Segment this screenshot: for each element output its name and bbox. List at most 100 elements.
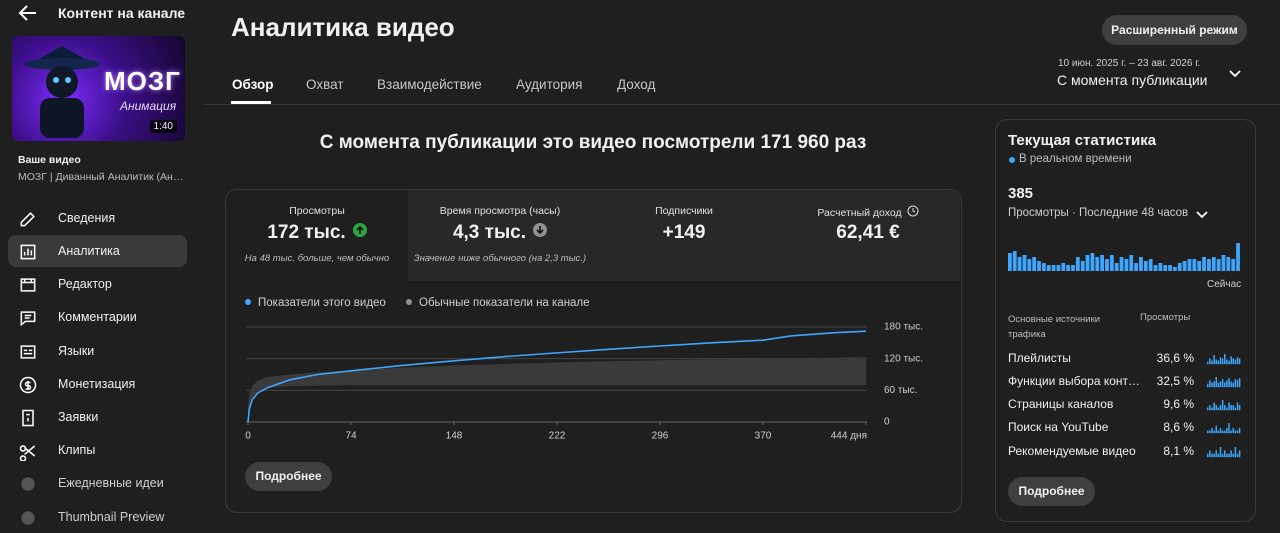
- info-icon[interactable]: [902, 205, 919, 219]
- realtime-count: 385: [1008, 185, 1034, 202]
- thumbnail-title: МОЗГ: [104, 66, 181, 96]
- source-name: Поиск на YouTube: [1008, 420, 1109, 434]
- tab[interactable]: Доход: [617, 77, 656, 92]
- tab[interactable]: Взаимодействие: [377, 77, 482, 92]
- menu-item[interactable]: Thumbnail Preview: [8, 501, 187, 533]
- date-range: 10 июн. 2025 г. – 23 авг. 2026 г.: [1058, 58, 1201, 69]
- menu-icon: [21, 511, 35, 525]
- duration: 1:40: [149, 120, 177, 133]
- menu-label: Заявки: [58, 410, 99, 424]
- icon-shape: [20, 345, 36, 359]
- tab[interactable]: Охват: [306, 77, 344, 92]
- icon-shape: [19, 376, 37, 394]
- metric-value: 4,3 тыс.: [408, 222, 592, 244]
- source-share: 32,5 %: [1156, 374, 1194, 388]
- metric-label: Просмотры: [289, 205, 345, 217]
- metric-tile[interactable]: Подписчики +149: [592, 190, 776, 281]
- metric-tile[interactable]: Просмотры 172 тыс. На 48 тыс. больше, чем …: [226, 190, 408, 281]
- sources-header: Основные источники трафика: [1008, 314, 1101, 340]
- source-name: Функции выбора конт…: [1008, 374, 1141, 388]
- metric-label: Расчетный доход: [776, 205, 960, 219]
- period-chevron[interactable]: [1228, 68, 1242, 80]
- menu-icon: [20, 244, 36, 260]
- avatar: [21, 511, 35, 525]
- divider: [205, 104, 1280, 105]
- metric-tile[interactable]: Время просмотра (часы) 4,3 тыс. Значение н…: [408, 190, 592, 281]
- tab[interactable]: Обзор: [232, 77, 274, 92]
- tab-underline: [231, 101, 271, 104]
- avatar: [21, 477, 35, 491]
- menu-label: Комментарии: [58, 310, 137, 324]
- back-arrow[interactable]: [18, 4, 38, 22]
- menu-icon: [20, 311, 36, 327]
- menu-icon: [19, 376, 37, 394]
- icon-shape: [20, 311, 36, 327]
- thumbnail-subtitle: Анимация: [120, 99, 177, 113]
- page-title: Аналитика видео: [231, 12, 455, 42]
- menu-item[interactable]: Комментарии: [8, 301, 187, 333]
- metric-value: 62,41 €: [836, 222, 900, 243]
- realtime-detail-button[interactable]: Подробнее: [1008, 477, 1095, 506]
- menu-icon: [21, 477, 35, 491]
- menu-label: Языки: [58, 344, 95, 358]
- metric-chevron[interactable]: [1195, 209, 1209, 221]
- headline: С момента публикации это видео посмотрел…: [319, 132, 867, 153]
- advanced-mode-button[interactable]: Расширенный режим: [1102, 15, 1247, 45]
- icon-shape: [22, 409, 34, 427]
- menu-item[interactable]: Сведения: [8, 202, 187, 234]
- menu-label: Аналитика: [58, 244, 120, 258]
- menu-item[interactable]: Монетизация: [8, 368, 187, 400]
- now-label: Сейчас: [1207, 279, 1242, 290]
- realtime-card: [995, 119, 1256, 522]
- realtime-title: Текущая статистика: [1008, 132, 1157, 149]
- source-share: 8,1 %: [1163, 444, 1194, 458]
- menu-label: Сведения: [58, 211, 116, 225]
- thumbnail-art: [24, 46, 100, 138]
- menu-item[interactable]: Заявки: [8, 401, 187, 433]
- menu-icon: [20, 212, 35, 227]
- menu-label: Ежедневные идеи: [58, 476, 164, 490]
- menu-label: Монетизация: [58, 377, 136, 391]
- menu-icon: [20, 278, 36, 292]
- trend-icon: [346, 222, 367, 243]
- menu-label: Клипы: [58, 443, 96, 457]
- overview-card: [225, 189, 962, 513]
- metric-value: 172 тыс.: [226, 222, 408, 244]
- menu-icon: [22, 409, 34, 427]
- period[interactable]: С момента публикации: [1057, 72, 1208, 88]
- detail-button[interactable]: Подробнее: [245, 462, 332, 491]
- menu-item[interactable]: Клипы: [8, 434, 187, 466]
- video-title: МОЗГ | Диванный Аналитик (Ан…: [18, 171, 184, 183]
- menu-icon: [20, 345, 36, 359]
- trend-icon: [526, 222, 548, 243]
- menu-icon: [19, 445, 36, 461]
- menu-item[interactable]: Языки: [8, 335, 187, 367]
- icon-shape: [20, 212, 35, 227]
- live-label: В реальном времени: [1019, 153, 1132, 165]
- tab[interactable]: Аудитория: [516, 77, 583, 92]
- icon-shape: [19, 445, 36, 461]
- back-title: Контент на канале: [58, 5, 186, 21]
- realtime-metric[interactable]: Просмотры · Последние 48 часов: [1008, 207, 1189, 219]
- live-dot: [1009, 157, 1015, 163]
- source-share: 8,6 %: [1163, 420, 1194, 434]
- menu-item[interactable]: Редактор: [8, 268, 187, 300]
- icon-shape: [20, 278, 36, 292]
- metric-label: Время просмотра (часы): [439, 205, 561, 217]
- views-header: Просмотры: [1140, 312, 1191, 323]
- menu-label: Редактор: [58, 277, 112, 291]
- thumbnail[interactable]: МОЗГ Анимация 1:40: [12, 36, 185, 141]
- icon-shape: [20, 244, 36, 260]
- your-video: Ваше видео: [18, 154, 81, 166]
- sidebar: Контент на канале МОЗГ Анимация 1:40 Ваш…: [0, 0, 205, 533]
- source-name: Плейлисты: [1008, 351, 1071, 365]
- menu-item[interactable]: Аналитика: [8, 235, 187, 267]
- metric-label: Подписчики: [655, 205, 713, 217]
- source-name: Рекомендуемые видео: [1008, 444, 1136, 458]
- metric-tile[interactable]: Расчетный доход 62,41 €: [776, 190, 960, 281]
- menu-label: Thumbnail Preview: [58, 510, 165, 524]
- menu-item[interactable]: Ежедневные идеи: [8, 467, 187, 499]
- metric-value: +149: [662, 222, 706, 243]
- source-share: 9,6 %: [1163, 397, 1194, 411]
